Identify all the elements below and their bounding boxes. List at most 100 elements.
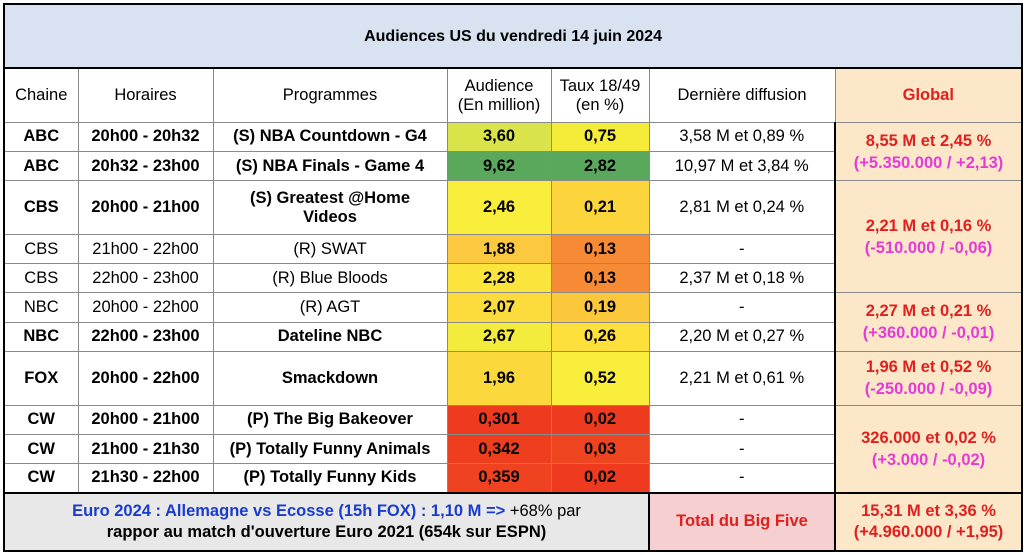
header-audience-l2: (En million) bbox=[457, 95, 541, 114]
global-abc: 8,55 M et 2,45 % (+5.350.000 / +2,13) bbox=[833, 121, 1024, 182]
cell-programme-l2: Videos bbox=[303, 207, 357, 226]
cell-taux: 0,13 bbox=[550, 263, 650, 294]
header-chaine: Chaine bbox=[3, 67, 79, 123]
table-row: CBS 20h00 - 21h00 (S) Greatest @Home Vid… bbox=[3, 180, 1024, 294]
total-big-five-l1: 15,31 M et 3,36 % bbox=[861, 501, 996, 520]
table-row: NBC 22h00 - 23h00 Dateline NBC 2,67 0,26… bbox=[3, 321, 1022, 352]
cell-taux: 0,21 bbox=[550, 180, 650, 236]
cell-horaires: 21h00 - 22h00 bbox=[77, 234, 214, 265]
cell-programme: Dateline NBC bbox=[212, 321, 448, 352]
cell-programme: (P) Totally Funny Animals bbox=[212, 433, 448, 465]
cell-taux: 0,52 bbox=[550, 350, 650, 406]
cell-programme: (R) SWAT bbox=[212, 234, 448, 265]
cell-horaires: 22h00 - 23h00 bbox=[77, 263, 214, 294]
table-row: CW 21h30 - 22h00 (P) Totally Funny Kids … bbox=[3, 463, 1022, 494]
cell-chaine: CBS bbox=[3, 263, 79, 294]
cell-programme: (S) Greatest @Home Videos bbox=[212, 180, 448, 236]
cell-derniere: - bbox=[648, 463, 836, 494]
cell-chaine: NBC bbox=[3, 292, 79, 323]
table-row: FOX 20h00 - 22h00 Smackdown 1,96 0,52 2,… bbox=[3, 350, 1024, 406]
cell-horaires: 20h00 - 21h00 bbox=[77, 180, 214, 236]
cell-derniere: - bbox=[648, 292, 836, 323]
cell-horaires: 22h00 - 23h00 bbox=[77, 321, 214, 352]
table-title: Audiences US du vendredi 14 juin 2024 bbox=[2, 2, 1024, 70]
cell-audience: 3,60 bbox=[446, 121, 552, 153]
global-abc-l2: (+5.350.000 / +2,13) bbox=[853, 153, 1004, 172]
cell-programme: (P) Totally Funny Kids bbox=[212, 463, 448, 494]
cell-audience: 1,88 bbox=[446, 234, 552, 265]
cell-derniere: 10,97 M et 3,84 % bbox=[648, 151, 836, 182]
cell-horaires: 20h00 - 21h00 bbox=[77, 404, 214, 435]
global-fox: 1,96 M et 0,52 % (-250.000 / -0,09) bbox=[833, 350, 1024, 406]
cell-taux: 0,19 bbox=[550, 292, 650, 323]
header-taux: Taux 18/49 (en %) bbox=[550, 67, 650, 123]
cell-chaine: FOX bbox=[3, 350, 79, 406]
cell-programme: (S) NBA Countdown - G4 bbox=[212, 121, 448, 153]
cell-taux: 0,02 bbox=[550, 463, 650, 494]
global-nbc-l1: 2,27 M et 0,21 % bbox=[865, 302, 992, 321]
header-row: Chaine Horaires Programmes Audience (En … bbox=[3, 67, 1024, 123]
header-programmes: Programmes bbox=[212, 67, 448, 123]
cell-programme: (P) The Big Bakeover bbox=[212, 404, 448, 435]
table-row: CW 20h00 - 21h00 (P) The Big Bakeover 0,… bbox=[3, 404, 1024, 494]
cell-chaine: ABC bbox=[3, 121, 79, 153]
global-cbs-l1: 2,21 M et 0,16 % bbox=[865, 216, 992, 235]
cell-audience: 0,342 bbox=[446, 433, 552, 465]
global-cw: 326.000 et 0,02 % (+3.000 / -0,02) bbox=[833, 404, 1024, 494]
cell-audience: 0,359 bbox=[446, 463, 552, 494]
euro-note-pct: +68% par bbox=[509, 501, 581, 520]
cell-chaine: NBC bbox=[3, 321, 79, 352]
footer-row: Euro 2024 : Allemagne vs Ecosse (15h FOX… bbox=[3, 491, 1024, 553]
total-big-five-label: Total du Big Five bbox=[648, 491, 836, 553]
cell-derniere: - bbox=[648, 234, 836, 265]
header-audience: Audience (En million) bbox=[446, 67, 552, 123]
cell-horaires: 20h00 - 22h00 bbox=[77, 350, 214, 406]
cell-audience: 2,67 bbox=[446, 321, 552, 352]
cell-programme-l1: (S) Greatest @Home bbox=[249, 188, 411, 207]
cell-derniere: - bbox=[648, 433, 836, 465]
cell-derniere: 2,20 M et 0,27 % bbox=[648, 321, 836, 352]
cell-horaires: 20h00 - 20h32 bbox=[77, 121, 214, 153]
global-nbc-l2: (+360.000 / -0,01) bbox=[862, 324, 995, 343]
cell-chaine: ABC bbox=[3, 151, 79, 182]
cell-horaires: 20h32 - 23h00 bbox=[77, 151, 214, 182]
cell-taux: 0,03 bbox=[550, 433, 650, 465]
global-cw-l1: 326.000 et 0,02 % bbox=[861, 428, 996, 447]
cell-chaine: CW bbox=[3, 404, 79, 435]
cell-programme: (R) AGT bbox=[212, 292, 448, 323]
cell-audience: 2,28 bbox=[446, 263, 552, 294]
cell-derniere: - bbox=[648, 404, 836, 435]
cell-chaine: CW bbox=[3, 463, 79, 494]
cell-audience: 0,301 bbox=[446, 404, 552, 435]
cell-horaires: 20h00 - 22h00 bbox=[77, 292, 214, 323]
cell-chaine: CBS bbox=[3, 180, 79, 236]
cell-taux: 0,75 bbox=[550, 121, 650, 153]
euro-note-main: Euro 2024 : Allemagne vs Ecosse (15h FOX… bbox=[72, 501, 506, 520]
euro-note: Euro 2024 : Allemagne vs Ecosse (15h FOX… bbox=[3, 491, 650, 553]
table-row: ABC 20h32 - 23h00 (S) NBA Finals - Game … bbox=[3, 151, 1022, 182]
total-big-five-l2: (+4.960.000 / +1,95) bbox=[853, 522, 1004, 541]
cell-audience: 2,07 bbox=[446, 292, 552, 323]
header-horaires: Horaires bbox=[77, 67, 214, 123]
cell-chaine: CW bbox=[3, 433, 79, 465]
global-cbs: 2,21 M et 0,16 % (-510.000 / -0,06) bbox=[833, 180, 1024, 294]
header-audience-l1: Audience bbox=[464, 76, 534, 95]
header-taux-l2: (en %) bbox=[575, 95, 625, 114]
global-abc-l1: 8,55 M et 2,45 % bbox=[865, 131, 992, 150]
cell-derniere: 2,21 M et 0,61 % bbox=[648, 350, 836, 406]
cell-taux: 0,26 bbox=[550, 321, 650, 352]
cell-taux: 0,02 bbox=[550, 404, 650, 435]
header-derniere: Dernière diffusion bbox=[648, 67, 836, 123]
table-row: CBS 21h00 - 22h00 (R) SWAT 1,88 0,13 - bbox=[3, 234, 1022, 265]
cell-audience: 2,46 bbox=[446, 180, 552, 236]
header-global: Global bbox=[834, 67, 1024, 123]
cell-horaires: 21h00 - 21h30 bbox=[77, 433, 214, 465]
cell-audience: 1,96 bbox=[446, 350, 552, 406]
global-fox-l2: (-250.000 / -0,09) bbox=[864, 380, 993, 399]
euro-note-line2: rappor au match d'ouverture Euro 2021 (6… bbox=[106, 522, 547, 541]
cell-derniere: 2,81 M et 0,24 % bbox=[648, 180, 836, 236]
cell-taux: 2,82 bbox=[550, 151, 650, 182]
cell-taux: 0,13 bbox=[550, 234, 650, 265]
cell-programme: (S) NBA Finals - Game 4 bbox=[212, 151, 448, 182]
